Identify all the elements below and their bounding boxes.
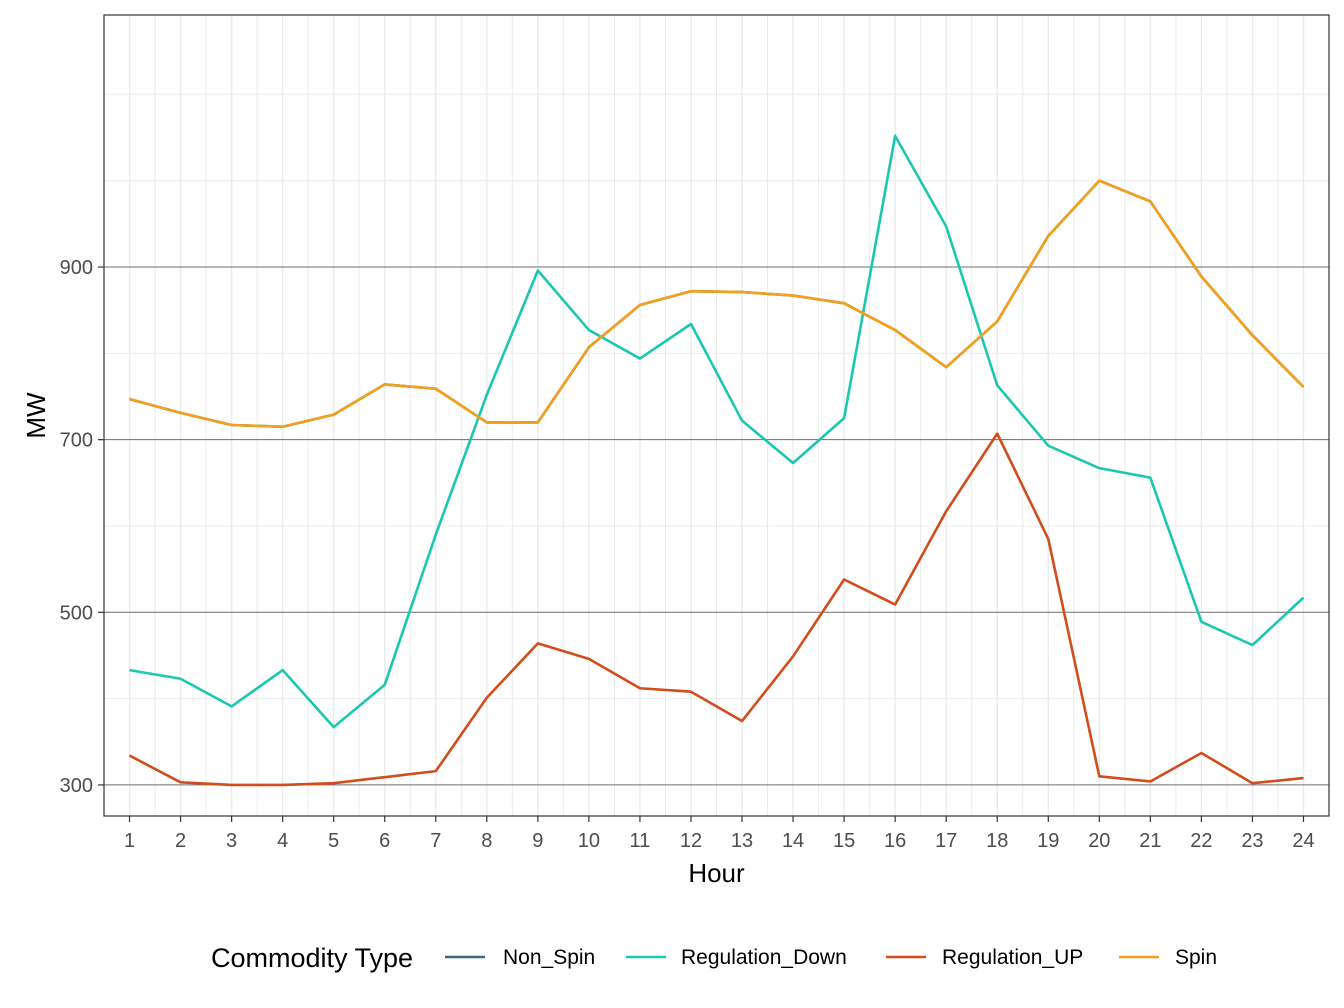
y-tick-label: 300 xyxy=(60,775,93,797)
x-tick-label: 5 xyxy=(328,830,339,852)
minor-gridlines xyxy=(104,15,1329,816)
x-tick-label: 13 xyxy=(731,830,753,852)
x-tick-label: 8 xyxy=(481,830,492,852)
x-tick-label: 15 xyxy=(833,830,855,852)
x-tick-label: 24 xyxy=(1292,830,1314,852)
x-tick-label: 7 xyxy=(430,830,441,852)
legend-label: Spin xyxy=(1175,946,1217,969)
x-tick-label: 18 xyxy=(986,830,1008,852)
x-tick-label: 9 xyxy=(532,830,543,852)
x-tick-label: 19 xyxy=(1037,830,1059,852)
y-tick-label: 500 xyxy=(60,602,93,624)
legend-label: Regulation_Down xyxy=(681,946,847,969)
x-axis-title: Hour xyxy=(688,858,745,888)
legend-items: Non_Spin Regulation_Down Regulation_UP Spin xyxy=(445,946,1217,969)
x-tick-label: 3 xyxy=(226,830,237,852)
legend-label: Regulation_UP xyxy=(942,946,1083,969)
y-tick-label: 700 xyxy=(60,430,93,452)
x-tick-label: 2 xyxy=(175,830,186,852)
x-tick-label: 14 xyxy=(782,830,804,852)
major-gridlines xyxy=(104,15,1329,816)
x-tick-label: 17 xyxy=(935,830,957,852)
x-tick-label: 21 xyxy=(1139,830,1161,852)
x-tick-label: 23 xyxy=(1241,830,1263,852)
plot-panel-border xyxy=(103,14,1330,817)
legend-label: Non_Spin xyxy=(503,946,595,969)
y-tick-label: 900 xyxy=(60,257,93,279)
x-tick-label: 22 xyxy=(1190,830,1212,852)
y-axis-title: MW xyxy=(21,392,51,439)
x-tick-label: 6 xyxy=(379,830,390,852)
series-lines xyxy=(128,134,1305,787)
x-tick-label: 1 xyxy=(124,830,135,852)
x-tick-label: 10 xyxy=(578,830,600,852)
series-line-regulation-up xyxy=(128,432,1304,787)
series-line-spin xyxy=(129,179,1305,429)
legend: Commodity Type Non_Spin Regulation_Down Re… xyxy=(211,943,1217,973)
legend-title: Commodity Type xyxy=(211,943,413,973)
series-line-regulation-down xyxy=(129,134,1305,729)
x-tick-label: 20 xyxy=(1088,830,1110,852)
x-tick-label: 16 xyxy=(884,830,906,852)
y-axis: 300 500 700 900 xyxy=(60,257,104,797)
x-tick-label: 12 xyxy=(680,830,702,852)
x-tick-label: 4 xyxy=(277,830,288,852)
x-tick-label: 11 xyxy=(630,830,651,852)
x-axis: 1 2 3 4 5 6 7 8 9 10 11 12 13 14 15 16 17 18 19 20 21 22 23 24 xyxy=(124,816,1315,852)
